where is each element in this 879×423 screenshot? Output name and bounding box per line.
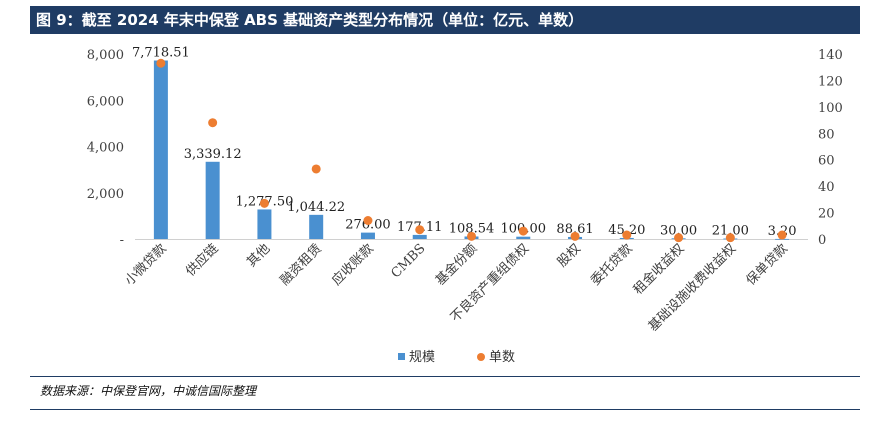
category-label: CMBS xyxy=(388,241,428,281)
bar xyxy=(257,209,272,239)
legend-swatch-dot xyxy=(477,353,485,361)
right-axis-tick-label: 80 xyxy=(818,127,835,142)
count-dot xyxy=(518,226,528,236)
source-note: 数据来源：中保登官网，中诚信国际整理 xyxy=(40,384,257,398)
bar xyxy=(412,234,427,239)
category-label: 基础设施收费收益权 xyxy=(645,241,739,335)
bar-value-label: 30.00 xyxy=(660,223,697,238)
bar-value-label: 21.00 xyxy=(712,224,749,239)
right-axis-tick-label: 20 xyxy=(818,207,835,222)
count-dot xyxy=(415,225,425,235)
count-dot xyxy=(467,231,476,241)
bar-value-label: 1,044.22 xyxy=(287,200,345,215)
count-dot xyxy=(156,58,166,68)
bar xyxy=(153,60,168,239)
bar xyxy=(516,236,531,239)
left-axis-tick-label: - xyxy=(120,233,124,248)
left-axis-tick-label: 4,000 xyxy=(87,141,124,156)
bar xyxy=(205,161,220,239)
right-axis-tick-label: 100 xyxy=(818,101,843,116)
category-label: 应收账款 xyxy=(329,241,377,289)
left-axis-tick-label: 2,000 xyxy=(87,187,124,202)
left-axis-tick-label: 8,000 xyxy=(87,48,124,63)
figure-title: 图 9：截至 2024 年末中保登 ABS 基础资产类型分布情况（单位：亿元、单… xyxy=(30,6,860,34)
left-axis-tick-label: 6,000 xyxy=(87,94,124,109)
right-axis-tick-label: 120 xyxy=(818,74,843,89)
legend-label-dot: 单数 xyxy=(489,350,515,365)
category-label: 供应链 xyxy=(183,241,222,280)
bar-value-label: 88.61 xyxy=(556,222,593,237)
bar-value-label: 276.00 xyxy=(345,218,391,233)
count-dot xyxy=(674,233,684,243)
count-dot xyxy=(311,164,321,174)
chart: - 2,000 4,000 6,000 8,000 0 20 40 60 80 100 120 140 7… xyxy=(87,46,843,365)
category-label: 股权 xyxy=(554,241,584,271)
right-axis-tick-label: 60 xyxy=(818,154,835,169)
count-dot xyxy=(725,233,735,243)
source-divider-bottom xyxy=(30,409,860,410)
right-axis-tick-label: 140 xyxy=(818,48,843,63)
bar-value-label: 45.20 xyxy=(608,223,645,238)
count-dot xyxy=(622,230,632,240)
category-label: 其他 xyxy=(244,241,273,270)
count-dot xyxy=(570,231,580,241)
category-label: 租金收益权 xyxy=(630,241,687,298)
category-label: 委托贷款 xyxy=(588,241,635,288)
right-axis-tick-label: 0 xyxy=(818,233,826,248)
category-label: 基金份额 xyxy=(432,241,480,289)
bar-value-label: 7,718.51 xyxy=(132,46,190,61)
legend-label-bar: 规模 xyxy=(409,350,435,365)
category-label: 保单贷款 xyxy=(744,241,791,288)
count-dot xyxy=(259,198,269,208)
legend-swatch-bar xyxy=(398,353,405,360)
bar-value-label: 3,339.12 xyxy=(184,147,242,162)
bar xyxy=(309,214,324,239)
bar-value-label: 108.54 xyxy=(449,221,495,236)
category-label: 融资租赁 xyxy=(278,241,325,288)
right-axis-tick-label: 40 xyxy=(818,180,835,195)
count-dot xyxy=(777,230,787,240)
bar xyxy=(360,232,375,239)
category-label: 小微贷款 xyxy=(122,241,169,288)
source-divider-top xyxy=(30,376,860,377)
count-dot xyxy=(363,216,373,225)
count-dot xyxy=(208,118,218,128)
